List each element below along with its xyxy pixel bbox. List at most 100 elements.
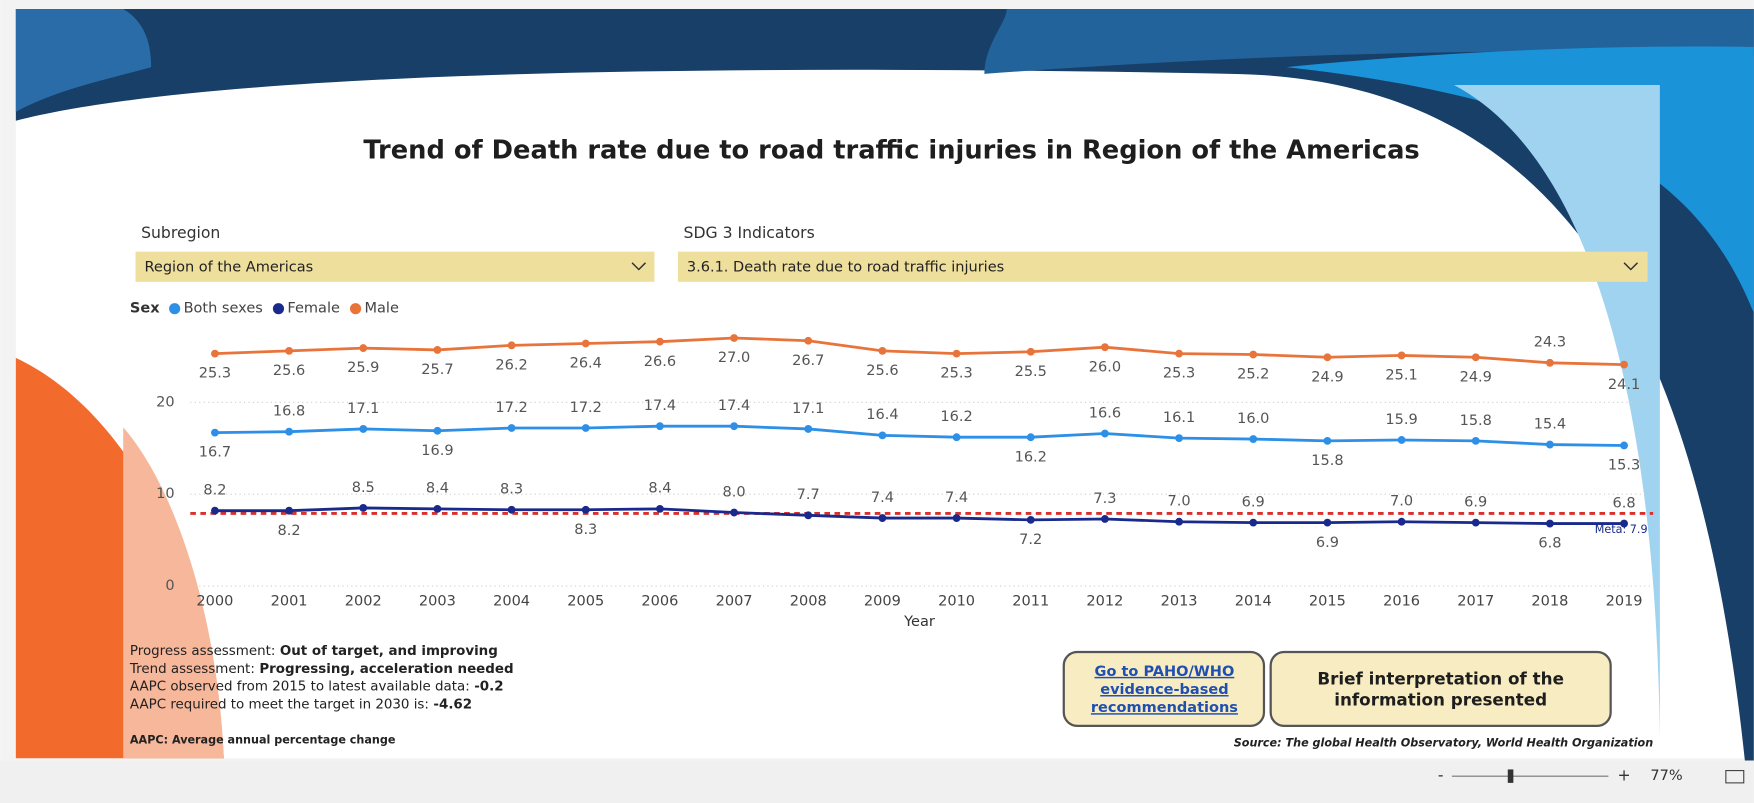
x-tick-label: 2012 bbox=[1086, 594, 1123, 610]
data-label: 25.5 bbox=[1015, 364, 1047, 380]
legend-label: Both sexes bbox=[184, 301, 263, 317]
data-label: 24.3 bbox=[1534, 335, 1566, 351]
x-tick-label: 2005 bbox=[567, 594, 604, 610]
data-point bbox=[730, 422, 738, 431]
data-label: 15.8 bbox=[1460, 413, 1492, 429]
data-point bbox=[507, 341, 516, 350]
data-point bbox=[1471, 518, 1480, 527]
data-label: 15.8 bbox=[1311, 453, 1343, 469]
button[interactable] bbox=[1269, 650, 1612, 727]
assessment-value: Out of target, and improving bbox=[280, 644, 498, 659]
x-tick-label: 2010 bbox=[938, 594, 975, 610]
zoom-in[interactable]: + bbox=[1618, 766, 1631, 785]
data-label: 25.9 bbox=[347, 360, 379, 376]
data-label: 24.1 bbox=[1608, 377, 1640, 393]
zoom-thumb[interactable] bbox=[1507, 769, 1514, 783]
data-label: 26.6 bbox=[644, 354, 676, 370]
target-label: Meta: 7.9 bbox=[1595, 523, 1648, 536]
data-point bbox=[581, 505, 590, 514]
assessment-label: Progress assessment: bbox=[130, 644, 275, 659]
x-tick-label: 2017 bbox=[1457, 594, 1494, 610]
button-text[interactable]: Go to PAHO/WHO evidence-based recommendati… bbox=[1091, 664, 1238, 716]
legend-swatch bbox=[272, 303, 285, 315]
x-tick-label: 2007 bbox=[716, 594, 753, 610]
data-point bbox=[1101, 515, 1109, 523]
data-label: 25.2 bbox=[1237, 367, 1269, 383]
data-point bbox=[1620, 441, 1628, 450]
data-point bbox=[1620, 519, 1628, 528]
zoom-level: 77% bbox=[1650, 768, 1682, 784]
x-tick-label: 2009 bbox=[864, 594, 901, 610]
data-label: 17.1 bbox=[792, 401, 824, 417]
data-point bbox=[1545, 440, 1554, 449]
x-tick-label: 2015 bbox=[1309, 594, 1346, 610]
data-point bbox=[1323, 436, 1332, 445]
dropdown-value[interactable]: Region of the Americas bbox=[144, 259, 313, 275]
data-label: 7.4 bbox=[945, 490, 968, 506]
series-line bbox=[214, 336, 1625, 367]
data-point bbox=[1175, 434, 1183, 443]
title: Trend of Death rate due to road traffic … bbox=[363, 135, 1419, 165]
legend-title: Sex bbox=[130, 301, 160, 317]
data-label: 24.9 bbox=[1311, 369, 1343, 385]
assessment-label: AAPC required to meet the target in 2030… bbox=[130, 698, 429, 713]
x-tick-label: 2014 bbox=[1235, 594, 1272, 610]
x-tick-label: 2001 bbox=[271, 594, 308, 610]
data-point bbox=[359, 344, 368, 353]
x-tick-label: 2004 bbox=[493, 594, 530, 610]
data-label: 17.1 bbox=[347, 401, 379, 417]
header-shape bbox=[984, 8, 1754, 74]
fit-icon[interactable] bbox=[1725, 770, 1745, 784]
data-label: 6.8 bbox=[1538, 536, 1561, 552]
dropdown[interactable] bbox=[677, 251, 1648, 282]
data-label: 8.2 bbox=[203, 483, 226, 499]
data-label: 7.7 bbox=[797, 487, 820, 503]
note: AAPC: Average annual percentage change bbox=[130, 733, 396, 746]
zoom-out[interactable]: - bbox=[1438, 766, 1444, 785]
data-point bbox=[656, 504, 664, 513]
data-point bbox=[804, 511, 813, 520]
data-point bbox=[433, 504, 442, 513]
legend-label: Female bbox=[287, 301, 340, 317]
y-tick-label: 10 bbox=[156, 486, 174, 502]
data-point bbox=[433, 346, 442, 354]
data-point bbox=[507, 505, 516, 514]
legend-swatch bbox=[169, 303, 181, 315]
data-point bbox=[1323, 518, 1332, 527]
data-label: 6.8 bbox=[1613, 495, 1636, 511]
data-point bbox=[952, 349, 961, 358]
data-label: 16.7 bbox=[199, 445, 231, 461]
header-shape bbox=[15, 8, 152, 112]
data-point bbox=[285, 506, 293, 515]
filter-label: SDG 3 Indicators bbox=[684, 223, 815, 242]
data-point bbox=[211, 428, 219, 437]
data-point bbox=[1026, 515, 1035, 524]
assessment-value: Progressing, acceleration needed bbox=[259, 662, 513, 677]
assessment: AAPC required to meet the target in 2030… bbox=[130, 698, 472, 713]
data-point bbox=[1026, 347, 1035, 356]
assessment: Progress assessment: Out of target, and i… bbox=[130, 644, 498, 659]
series-line bbox=[214, 506, 1625, 525]
data-label: 6.9 bbox=[1464, 495, 1487, 511]
data-point bbox=[656, 337, 664, 346]
data-label: 15.9 bbox=[1385, 412, 1417, 428]
data-point bbox=[1471, 353, 1480, 362]
dropdown-value[interactable]: 3.6.1. Death rate due to road traffic in… bbox=[687, 259, 1004, 275]
link-button[interactable] bbox=[1062, 650, 1266, 727]
data-label: 7.0 bbox=[1390, 494, 1413, 510]
x-tick-label: 2002 bbox=[345, 594, 382, 610]
data-label: 26.7 bbox=[792, 353, 824, 369]
dropdown[interactable] bbox=[135, 251, 655, 282]
page bbox=[15, 8, 1754, 759]
assessment: Trend assessment: Progressing, accelerati… bbox=[129, 662, 514, 677]
x-tick-label: 2013 bbox=[1161, 594, 1198, 610]
data-point bbox=[804, 425, 813, 433]
data-point bbox=[1101, 429, 1109, 438]
data-point bbox=[211, 506, 219, 515]
data-label: 16.4 bbox=[866, 407, 898, 423]
data-point bbox=[1620, 360, 1628, 369]
legend-label: Male bbox=[365, 301, 399, 317]
data-label: 7.4 bbox=[871, 490, 894, 506]
data-label: 8.5 bbox=[352, 480, 375, 496]
